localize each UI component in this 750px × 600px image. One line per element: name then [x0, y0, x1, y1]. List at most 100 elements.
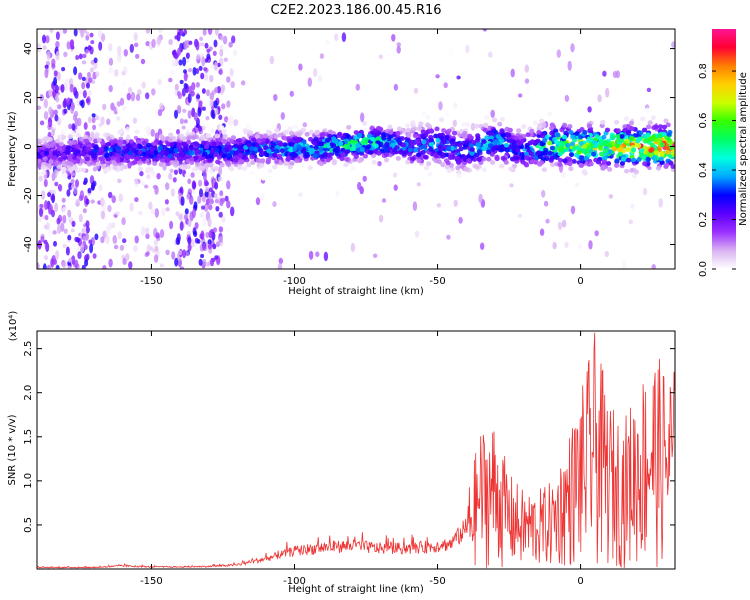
spectrogram-cell	[87, 116, 92, 124]
spectrogram-cell	[112, 236, 118, 245]
spectrogram-cell	[233, 119, 238, 127]
spectrogram-cell	[202, 259, 207, 266]
spectrogram-cell	[145, 167, 151, 173]
spectrogram-panel: -150 -100 -50 0 -40 -20 0 20 40 Height of strai…	[7, 28, 676, 297]
spectrogram-cell	[67, 140, 74, 146]
spectrogram-cell	[98, 156, 104, 162]
spectrogram-cell	[628, 219, 633, 225]
spectrogram-cell	[233, 157, 239, 163]
spectrogram-cell	[198, 125, 202, 132]
spectrogram-cell	[370, 136, 376, 142]
spectrogram-cell	[469, 147, 475, 153]
spectrogram-cell	[631, 157, 637, 163]
spectrogram-cell	[93, 144, 99, 150]
spectrogram-cell	[207, 239, 212, 245]
spectrogram-cell	[46, 50, 51, 61]
spectrogram-cell	[562, 158, 568, 164]
spectrogram-cell	[446, 234, 451, 240]
spectrogram-cell	[92, 166, 98, 172]
spectrogram-cell	[129, 154, 135, 160]
chart-title: C2E2.2023.186.00.45.R16	[270, 3, 441, 18]
spectrogram-cell	[265, 157, 272, 163]
spectrogram-cell	[81, 76, 86, 82]
spectrogram-cell	[302, 122, 307, 128]
spectrogram-cell	[453, 199, 458, 207]
spectrogram-cell	[294, 158, 300, 164]
spectrogram-cell	[418, 121, 424, 127]
spectrogram-cell	[253, 119, 259, 125]
spectrogram-cell	[499, 128, 505, 134]
spectrogram-cell	[230, 81, 235, 89]
spectrogram-cell	[171, 60, 176, 67]
spectrogram-cell	[473, 164, 480, 170]
spectrogram-cell	[195, 81, 200, 88]
spectrogram-cell	[213, 193, 218, 199]
spectrogram-cell	[552, 241, 557, 250]
spectrogram-cell	[219, 49, 224, 57]
spectrogram-cell	[154, 185, 159, 195]
spectrogram-cell	[167, 153, 173, 159]
spectrogram-cell	[549, 130, 555, 136]
spectrogram-cell	[343, 162, 349, 168]
spectrogram-cell	[595, 159, 602, 165]
spectrogram-cell	[141, 151, 147, 157]
spectrogram-cell	[107, 147, 113, 153]
spectrogram-cell	[668, 140, 674, 146]
spectrogram-cell	[234, 150, 240, 156]
spectrogram-cell	[404, 123, 411, 128]
spectrogram-cell	[251, 137, 257, 143]
spectrogram-cell	[181, 87, 186, 97]
spectrogram-cell	[401, 145, 407, 151]
spectrogram-cell	[121, 149, 128, 155]
spectrogram-cell	[206, 89, 210, 97]
spectrogram-cell	[81, 60, 87, 65]
spectrogram-cell	[62, 214, 67, 224]
spectrogram-cell	[362, 153, 368, 159]
spectrogram-cell	[532, 120, 539, 126]
spectrogram-cell	[213, 227, 217, 233]
spectrogram-cell	[535, 138, 541, 144]
spectrogram-cell	[629, 126, 635, 132]
spectrogram-cell	[254, 134, 260, 139]
spectrogram-cell	[440, 154, 446, 159]
spectrogram-cell	[74, 259, 79, 269]
spectrogram-cell	[237, 145, 243, 151]
spectrogram-cell	[148, 201, 153, 210]
spectrogram-cell	[161, 207, 166, 217]
spectrogram-cell	[462, 130, 468, 136]
spectrogram-cell	[73, 66, 78, 76]
spectrogram-cell	[480, 242, 485, 250]
spectrogram-cell	[54, 181, 59, 187]
spectrogram-cell	[242, 166, 248, 171]
spectrogram-cell	[79, 90, 84, 95]
spectrogram-cell	[378, 214, 384, 223]
spectrogram-cell	[422, 154, 428, 160]
spectrogram-cell	[155, 232, 160, 239]
spectrogram-cell	[288, 130, 295, 136]
spectrogram-cell	[128, 261, 133, 269]
spectrogram-cell	[263, 145, 269, 151]
spectrogram-cell	[211, 141, 217, 147]
spectrogram-cell	[94, 233, 99, 241]
spectrogram-cell	[239, 159, 245, 165]
spectrogram-cell	[130, 91, 136, 102]
spectrogram-cell	[75, 198, 80, 204]
spectrogram-cell	[186, 135, 192, 141]
spectrogram-cell	[509, 183, 514, 188]
spectrogram-cell	[206, 48, 211, 53]
spectrogram-cell	[407, 151, 413, 157]
spectrogram-cell	[126, 92, 131, 101]
spectrogram-cell	[182, 108, 187, 113]
spectrogram-cell	[524, 64, 529, 73]
spectrogram-cell	[92, 148, 98, 154]
spectrogram-cell	[182, 146, 189, 152]
spectrogram-cell	[625, 130, 631, 136]
spectrogram-cell	[117, 45, 122, 56]
spectrogram-cell	[538, 160, 545, 166]
spectrogram-cell	[549, 145, 556, 151]
spectrogram-cell	[51, 189, 56, 195]
spectrogram-cell	[614, 134, 621, 139]
spectrogram-cell	[351, 146, 357, 152]
spectrogram-cell	[289, 90, 294, 97]
spectrogram-cell	[301, 163, 306, 169]
